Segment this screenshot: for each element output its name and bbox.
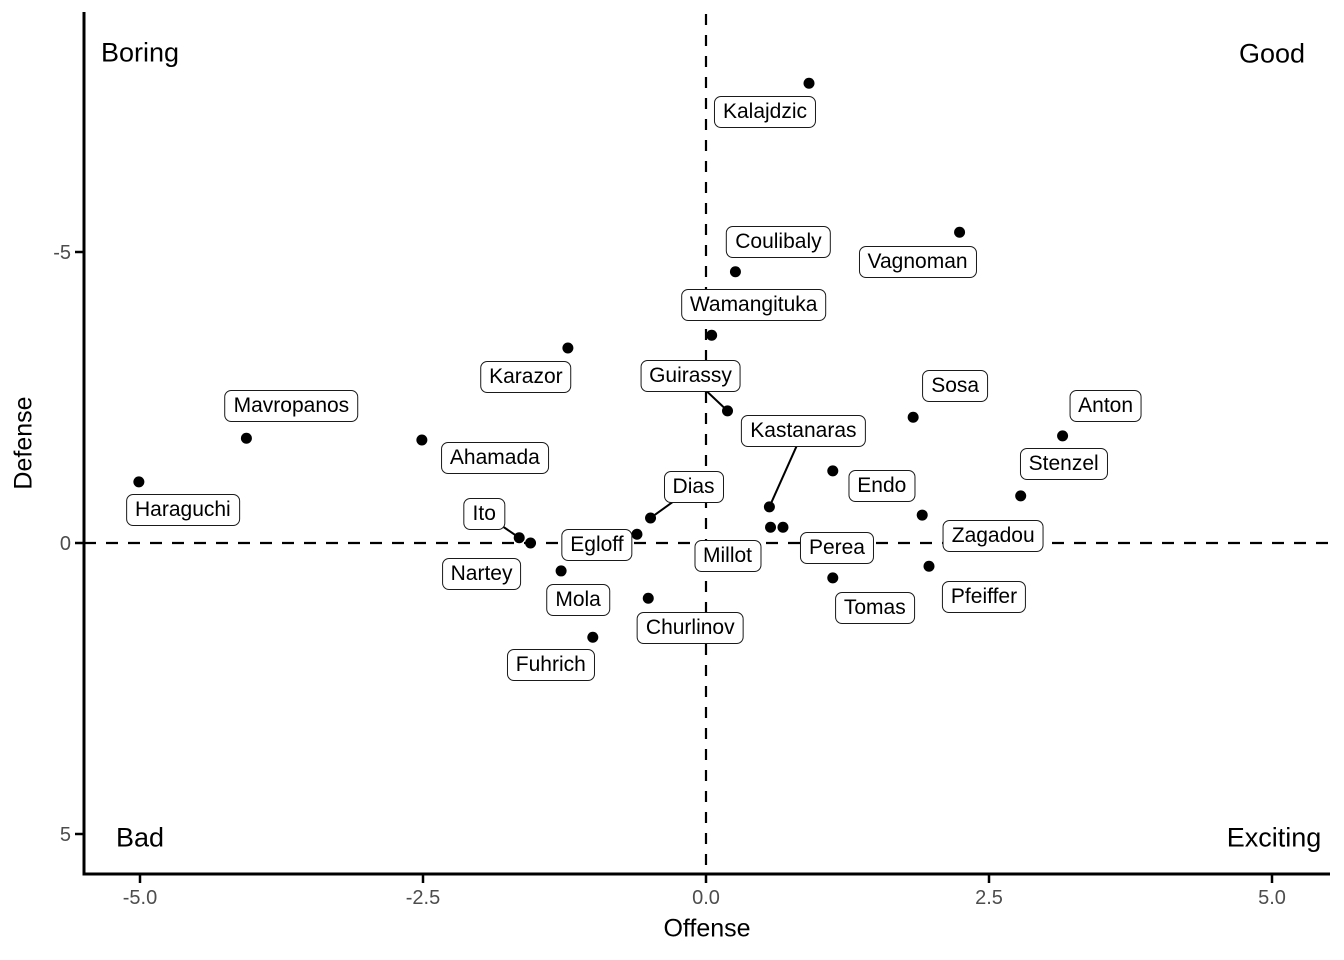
player-label-ito: Ito xyxy=(463,497,505,530)
data-point-perea xyxy=(777,521,789,533)
data-point-nartey xyxy=(525,537,537,549)
y-tick-label: 0 xyxy=(60,533,71,555)
player-label-kastanaras: Kastanaras xyxy=(741,414,866,447)
player-label-fuhrich: Fuhrich xyxy=(506,649,595,682)
data-point-haraguchi xyxy=(133,476,145,488)
player-label-mavropanos: Mavropanos xyxy=(224,390,359,423)
data-point-guirassy xyxy=(722,405,734,417)
quadrant-label-bad: Bad xyxy=(115,822,165,853)
y-axis-title: Defense xyxy=(9,396,38,490)
quadrant-label-boring: Boring xyxy=(100,37,180,68)
player-label-perea: Perea xyxy=(799,532,874,565)
player-label-kalajdzic: Kalajdzic xyxy=(713,96,817,129)
player-label-vagnoman: Vagnoman xyxy=(858,246,977,279)
data-point-ito xyxy=(513,532,525,544)
player-label-pfeiffer: Pfeiffer xyxy=(941,581,1027,614)
data-point-coulibaly xyxy=(729,266,741,278)
player-label-coulibaly: Coulibaly xyxy=(726,225,831,258)
data-point-ahamada xyxy=(416,434,428,446)
player-label-endo: Endo xyxy=(848,469,916,502)
quadrant-label-good: Good xyxy=(1238,38,1306,69)
player-label-dias: Dias xyxy=(663,470,724,503)
player-label-millot: Millot xyxy=(694,540,762,573)
x-tick-label: -2.5 xyxy=(406,887,440,909)
x-tick-label: 2.5 xyxy=(975,887,1003,909)
player-label-mola: Mola xyxy=(546,583,610,616)
player-label-haraguchi: Haraguchi xyxy=(125,493,240,526)
data-point-churlinov xyxy=(642,592,654,604)
player-label-karazor: Karazor xyxy=(480,361,572,394)
data-point-dias xyxy=(645,512,657,524)
data-point-pfeiffer xyxy=(923,560,935,572)
player-label-egloff: Egloff xyxy=(561,529,633,562)
data-point-millot xyxy=(765,521,777,533)
player-label-churlinov: Churlinov xyxy=(636,612,744,645)
data-point-endo xyxy=(827,465,839,477)
quadrant-label-exciting: Exciting xyxy=(1226,822,1322,853)
data-point-mola xyxy=(555,565,567,577)
player-label-anton: Anton xyxy=(1069,389,1143,422)
x-tick-label: 5.0 xyxy=(1258,887,1286,909)
data-point-sosa xyxy=(907,411,919,423)
y-tick-label: 5 xyxy=(60,824,71,846)
x-axis-title: Offense xyxy=(663,914,751,943)
data-point-stenzel xyxy=(1015,490,1027,502)
player-label-tomas: Tomas xyxy=(834,591,915,624)
x-tick-label: -5.0 xyxy=(123,887,157,909)
player-label-nartey: Nartey xyxy=(441,558,522,590)
data-point-kastanaras xyxy=(763,501,775,513)
data-point-karazor xyxy=(562,342,574,354)
x-tick-label: 0.0 xyxy=(692,887,720,909)
data-point-wamangituka xyxy=(706,329,718,341)
data-point-kalajdzic xyxy=(803,77,815,89)
data-point-fuhrich xyxy=(587,631,599,643)
data-point-egloff xyxy=(631,528,643,540)
player-label-sosa: Sosa xyxy=(922,370,989,403)
y-tick-label: -5 xyxy=(53,242,71,264)
player-label-guirassy: Guirassy xyxy=(640,359,741,392)
player-label-wamangituka: Wamangituka xyxy=(680,289,827,322)
player-label-zagadou: Zagadou xyxy=(942,520,1044,553)
data-point-zagadou xyxy=(916,509,928,521)
player-label-stenzel: Stenzel xyxy=(1019,447,1108,480)
data-point-vagnoman xyxy=(954,226,966,238)
data-point-anton xyxy=(1057,430,1069,442)
player-label-ahamada: Ahamada xyxy=(440,441,549,474)
data-point-tomas xyxy=(827,572,839,584)
data-point-mavropanos xyxy=(240,432,252,444)
